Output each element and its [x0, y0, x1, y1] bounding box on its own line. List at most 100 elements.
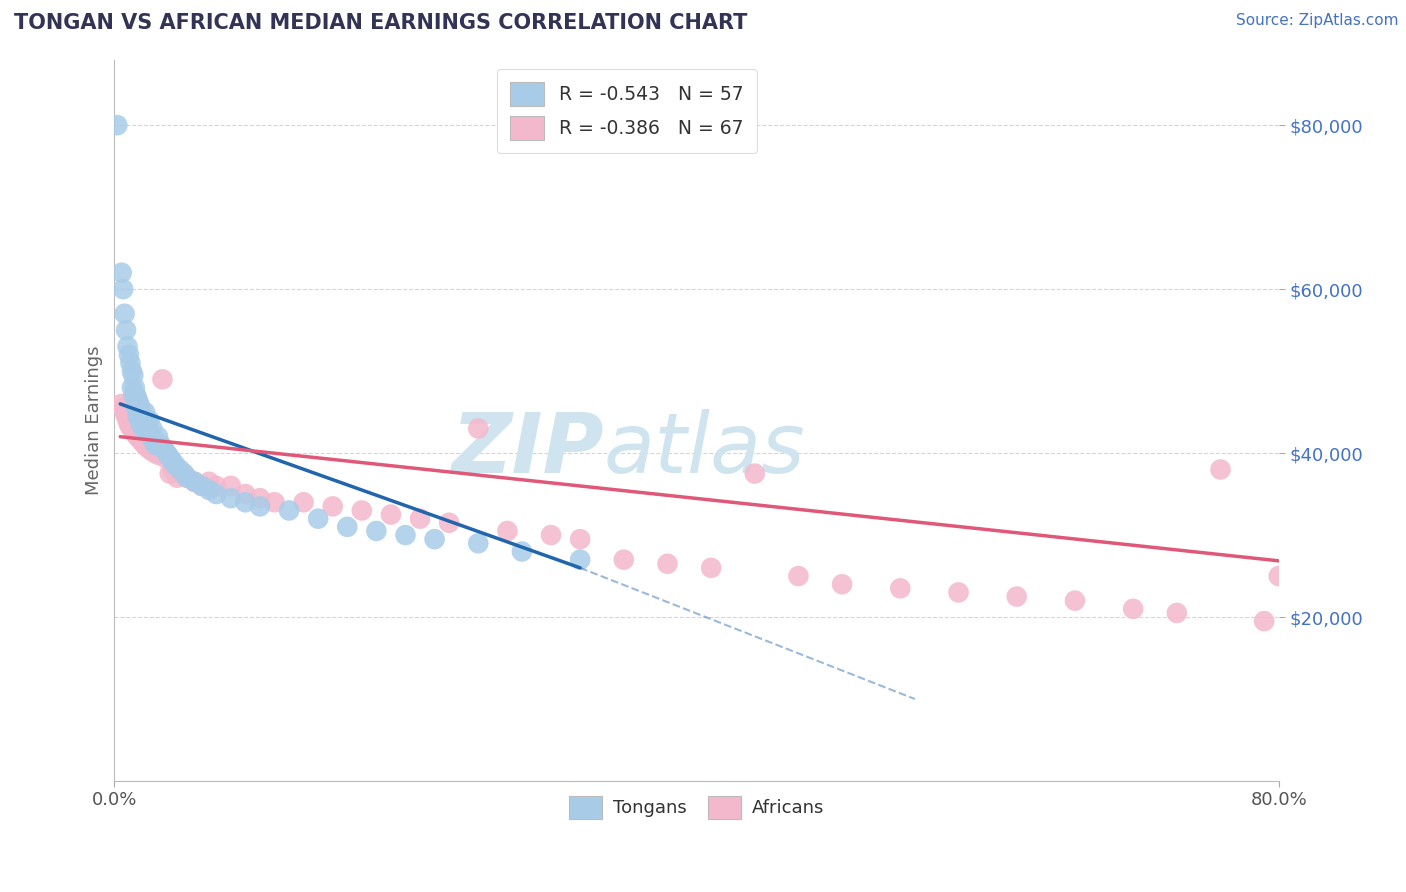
- Point: [205, 487, 228, 501]
- Point: [111, 397, 134, 411]
- Point: [467, 421, 489, 435]
- Point: [112, 401, 135, 415]
- Point: [131, 434, 153, 449]
- Point: [176, 471, 198, 485]
- Point: [198, 483, 221, 497]
- Point: [155, 450, 177, 465]
- Point: [744, 467, 766, 481]
- Point: [153, 442, 176, 456]
- Point: [307, 511, 329, 525]
- Point: [219, 491, 242, 505]
- Point: [613, 552, 636, 566]
- Point: [263, 495, 285, 509]
- Point: [105, 118, 128, 132]
- Point: [114, 405, 136, 419]
- Point: [127, 430, 149, 444]
- Point: [1296, 552, 1319, 566]
- Point: [1166, 606, 1188, 620]
- Point: [159, 467, 181, 481]
- Point: [165, 458, 187, 473]
- Point: [122, 423, 145, 437]
- Point: [143, 438, 166, 452]
- Point: [132, 409, 155, 424]
- Point: [128, 397, 150, 411]
- Point: [127, 409, 149, 424]
- Point: [205, 479, 228, 493]
- Point: [143, 446, 166, 460]
- Point: [350, 503, 373, 517]
- Point: [787, 569, 810, 583]
- Point: [1282, 577, 1305, 591]
- Point: [423, 532, 446, 546]
- Point: [112, 282, 135, 296]
- Point: [322, 500, 344, 514]
- Point: [125, 428, 148, 442]
- Point: [219, 479, 242, 493]
- Point: [1312, 565, 1334, 579]
- Text: Source: ZipAtlas.com: Source: ZipAtlas.com: [1236, 13, 1399, 29]
- Point: [409, 511, 432, 525]
- Point: [198, 475, 221, 489]
- Point: [114, 307, 136, 321]
- Point: [135, 440, 157, 454]
- Point: [366, 524, 388, 538]
- Point: [249, 500, 271, 514]
- Text: atlas: atlas: [603, 409, 806, 490]
- Point: [657, 557, 679, 571]
- Point: [336, 520, 359, 534]
- Point: [152, 372, 174, 386]
- Point: [162, 454, 184, 468]
- Point: [146, 430, 169, 444]
- Point: [122, 389, 145, 403]
- Point: [700, 561, 723, 575]
- Point: [159, 450, 181, 465]
- Point: [183, 475, 205, 489]
- Point: [437, 516, 460, 530]
- Point: [115, 409, 138, 424]
- Point: [1326, 573, 1348, 587]
- Text: TONGAN VS AFRICAN MEDIAN EARNINGS CORRELATION CHART: TONGAN VS AFRICAN MEDIAN EARNINGS CORREL…: [14, 13, 748, 33]
- Point: [1064, 593, 1087, 607]
- Point: [278, 503, 301, 517]
- Point: [1340, 585, 1362, 599]
- Point: [249, 491, 271, 505]
- Point: [124, 425, 146, 440]
- Point: [117, 339, 139, 353]
- Point: [569, 532, 592, 546]
- Point: [138, 442, 160, 456]
- Point: [162, 462, 184, 476]
- Point: [496, 524, 519, 538]
- Text: ZIP: ZIP: [451, 409, 603, 490]
- Point: [948, 585, 970, 599]
- Point: [190, 479, 212, 493]
- Point: [121, 380, 143, 394]
- Point: [135, 417, 157, 432]
- Point: [132, 436, 155, 450]
- Point: [134, 438, 156, 452]
- Point: [292, 495, 315, 509]
- Y-axis label: Median Earnings: Median Earnings: [86, 345, 103, 495]
- Point: [141, 444, 163, 458]
- Point: [139, 430, 162, 444]
- Point: [166, 471, 188, 485]
- Point: [1267, 569, 1289, 583]
- Point: [127, 392, 149, 407]
- Point: [122, 368, 145, 383]
- Point: [125, 389, 148, 403]
- Point: [1122, 602, 1144, 616]
- Point: [831, 577, 853, 591]
- Point: [170, 467, 193, 481]
- Point: [142, 434, 165, 448]
- Point: [510, 544, 533, 558]
- Point: [129, 401, 152, 415]
- Point: [169, 462, 191, 476]
- Point: [129, 433, 152, 447]
- Point: [889, 582, 911, 596]
- Point: [190, 479, 212, 493]
- Point: [125, 401, 148, 415]
- Point: [132, 421, 155, 435]
- Point: [124, 380, 146, 394]
- Point: [138, 413, 160, 427]
- Point: [156, 446, 179, 460]
- Point: [129, 417, 152, 432]
